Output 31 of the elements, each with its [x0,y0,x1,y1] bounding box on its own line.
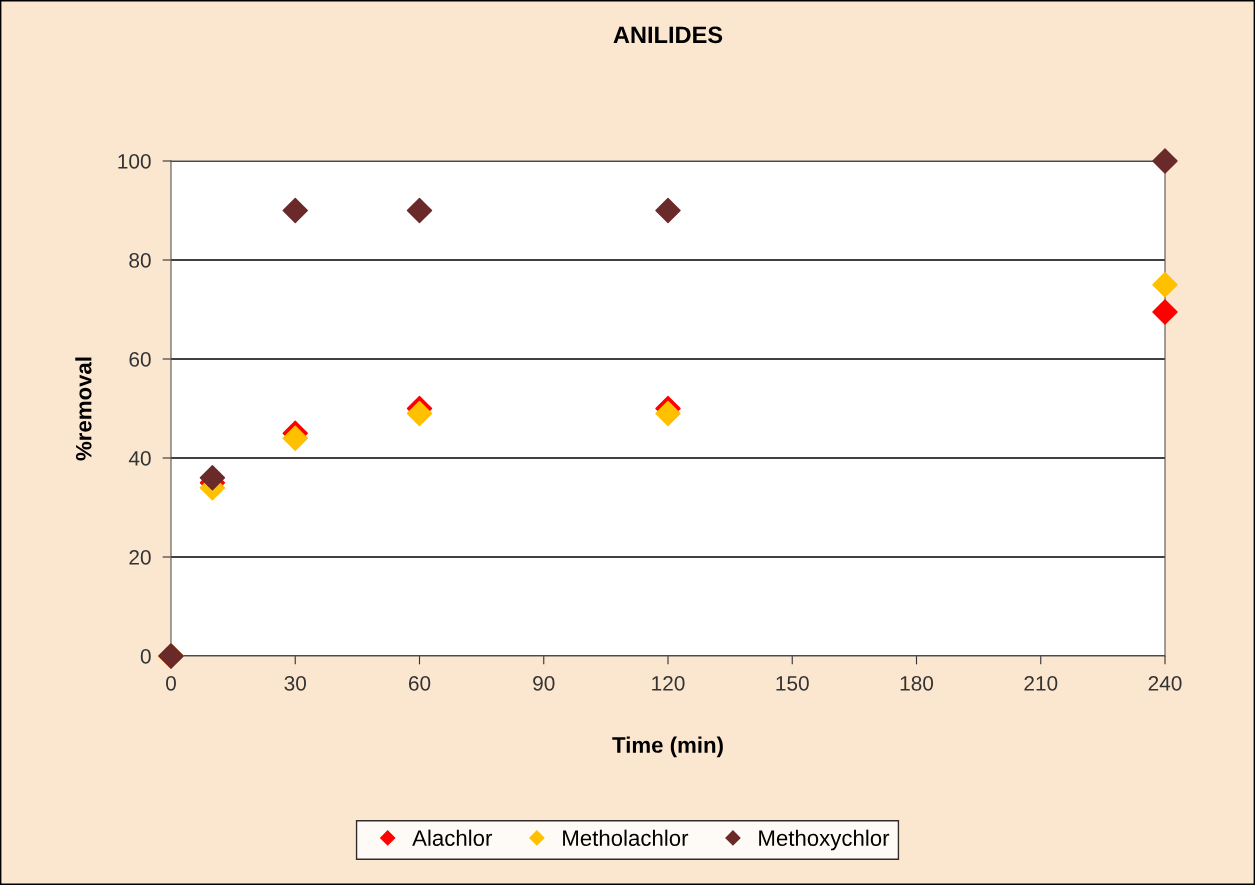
y-tick-label: 20 [129,550,151,565]
legend-label: Alachlor [412,829,493,846]
x-tick-label: 180 [900,675,934,691]
y-tick-label: 100 [118,154,151,169]
point [1152,272,1178,298]
y-axis-title: %removal [75,357,92,461]
point [655,197,681,224]
x-tick-label: 30 [284,675,307,691]
point [199,465,226,491]
chart-title: ANILIDES [613,26,723,44]
point [1152,148,1178,174]
x-tick-label: 0 [166,675,176,691]
point [406,400,433,427]
point [655,400,681,427]
legend-label: Methoxychlor [759,829,890,851]
y-tick-label: 0 [140,649,151,664]
point [1152,299,1178,325]
y-tick-label: 60 [129,352,151,367]
point [282,425,308,451]
x-tick-label: 240 [1148,675,1182,691]
point [406,197,433,224]
x-tick-label: 90 [533,675,555,691]
x-axis-title: Time (min) [612,736,723,758]
y-tick-label: 80 [129,253,151,268]
x-tick-label: 120 [652,675,685,691]
point [282,197,308,224]
x-tick-label: 210 [1024,675,1058,691]
x-tick-label: 60 [408,675,431,691]
legend-label: Metholachlor [563,829,689,846]
x-tick-label: 150 [776,675,809,691]
y-tick-label: 40 [128,451,151,466]
